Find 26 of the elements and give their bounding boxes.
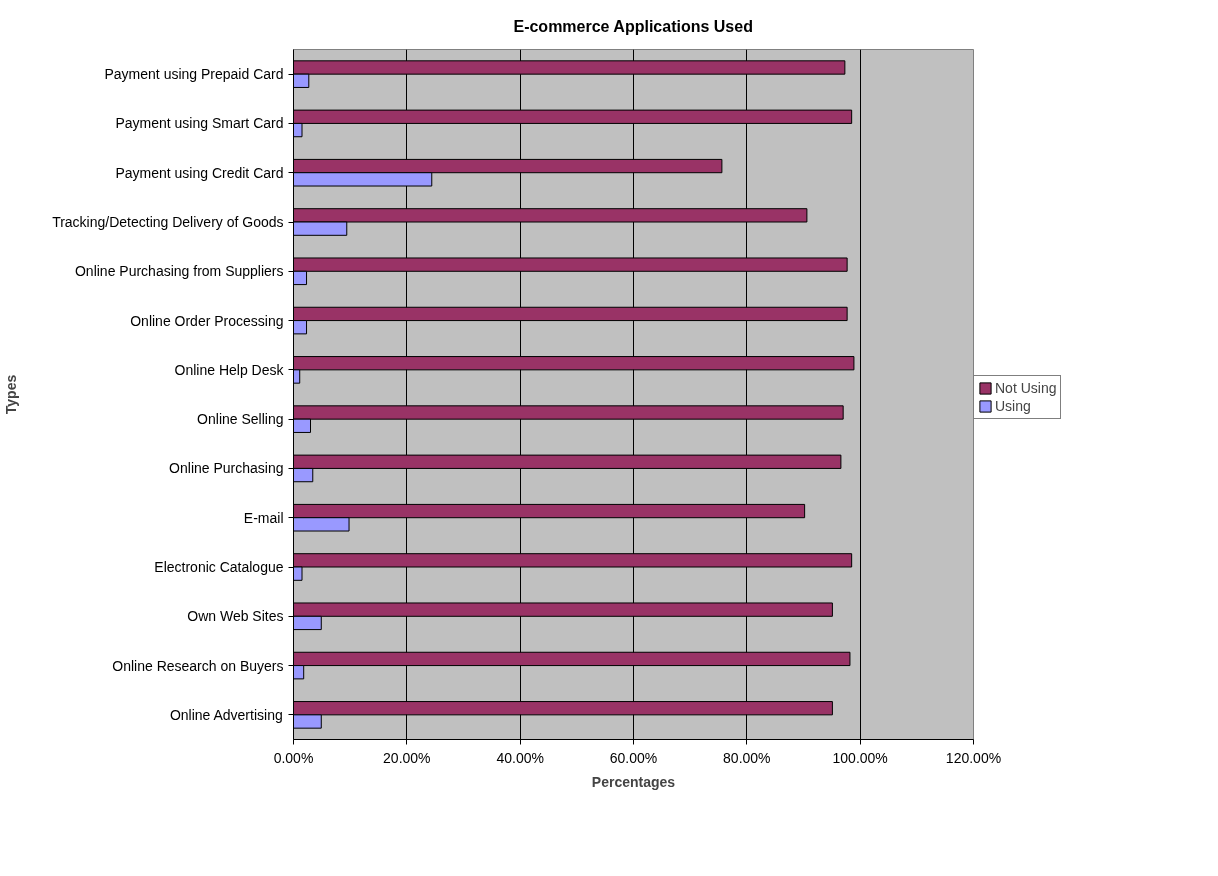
y-tick-label: Online Purchasing xyxy=(169,460,284,477)
y-tick-label: Online Purchasing from Suppliers xyxy=(74,263,284,280)
chart-title: E-commerce Applications Used xyxy=(513,17,753,35)
y-tick-label: E-mail xyxy=(243,509,284,526)
legend-label: Using xyxy=(995,398,1031,414)
y-tick-label: Payment using Credit Card xyxy=(115,164,284,181)
y-tick-label: Online Help Desk xyxy=(174,361,285,378)
y-tick-label: Online Advertising xyxy=(169,706,283,723)
x-tick-label: 0.00% xyxy=(273,749,314,766)
x-tick-label: 20.00% xyxy=(383,749,431,766)
y-tick-label: Online Order Processing xyxy=(130,312,284,329)
x-tick-label: 80.00% xyxy=(723,749,771,766)
x-tick-label: 40.00% xyxy=(496,749,544,766)
x-axis-title: Percentages xyxy=(591,773,676,790)
legend-label: Not Using xyxy=(995,380,1057,396)
y-tick-label: Payment using Prepaid Card xyxy=(104,66,284,83)
y-tick-label: Online Selling xyxy=(197,411,284,428)
y-tick-label: Online Research on Buyers xyxy=(112,657,284,674)
y-tick-label: Own Web Sites xyxy=(187,608,284,625)
y-tick-label: Payment using Smart Card xyxy=(115,115,284,132)
y-tick-label: Tracking/Detecting Delivery of Goods xyxy=(52,214,284,230)
x-tick-label: 60.00% xyxy=(609,749,658,766)
y-tick-label: Electronic Catalogue xyxy=(154,559,284,575)
y-axis-title: Types xyxy=(3,374,20,415)
x-tick-label: 100.00% xyxy=(832,749,888,766)
x-tick-label: 120.00% xyxy=(945,749,1002,766)
